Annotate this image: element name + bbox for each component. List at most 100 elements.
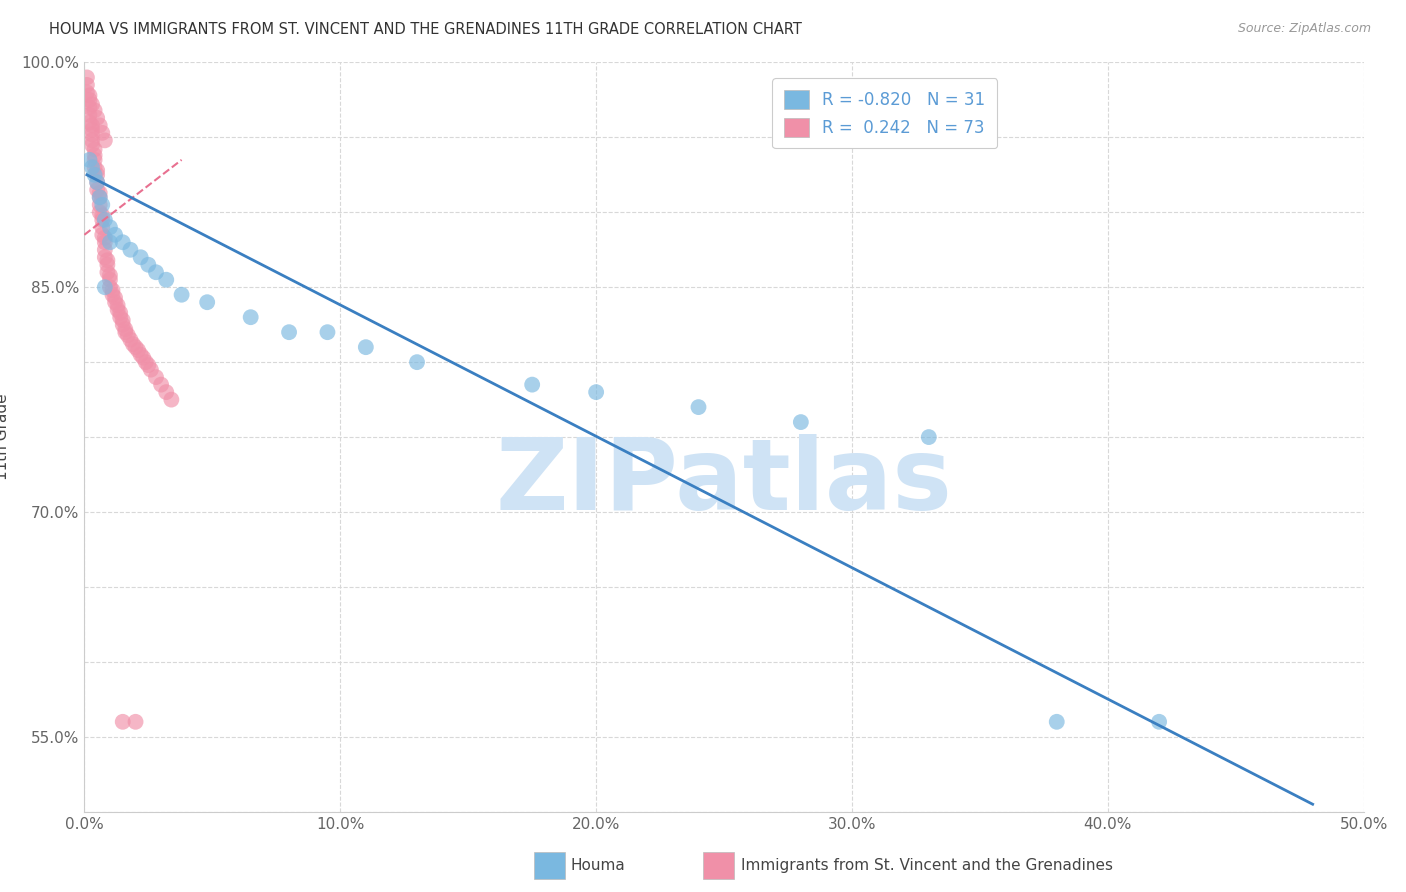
Point xyxy=(83,103,105,118)
Point xyxy=(108,310,131,325)
Point xyxy=(96,253,118,268)
Point xyxy=(155,385,177,400)
Point xyxy=(96,258,118,272)
Point xyxy=(96,265,118,279)
Point xyxy=(79,93,101,107)
Point xyxy=(94,212,117,227)
Point xyxy=(76,70,98,85)
Point xyxy=(94,235,117,250)
Point xyxy=(91,126,114,140)
Point xyxy=(79,108,101,122)
Point xyxy=(86,111,108,125)
Point xyxy=(94,250,117,264)
Point xyxy=(135,355,157,369)
Point xyxy=(89,186,111,200)
Point xyxy=(80,137,103,152)
Point xyxy=(1147,714,1170,729)
Y-axis label: 11th Grade: 11th Grade xyxy=(0,393,10,481)
Point xyxy=(79,153,101,167)
Point xyxy=(124,714,146,729)
Point xyxy=(145,370,167,384)
Point xyxy=(89,190,111,204)
Point xyxy=(89,119,111,133)
Point xyxy=(120,333,142,347)
Point xyxy=(79,100,101,114)
Point xyxy=(94,231,117,245)
Point xyxy=(91,220,114,235)
Text: Source: ZipAtlas.com: Source: ZipAtlas.com xyxy=(1237,22,1371,36)
Point xyxy=(239,310,262,325)
Point xyxy=(127,343,149,358)
Point xyxy=(79,88,101,103)
Point xyxy=(111,714,134,729)
Point xyxy=(83,153,105,167)
Point xyxy=(138,258,160,272)
Point xyxy=(688,400,710,414)
Point xyxy=(278,325,301,339)
Point xyxy=(98,280,121,294)
Point xyxy=(124,340,146,354)
Point xyxy=(80,119,103,133)
Point xyxy=(98,235,121,250)
Point xyxy=(108,306,131,320)
Point xyxy=(114,322,136,336)
Text: Immigrants from St. Vincent and the Grenadines: Immigrants from St. Vincent and the Gren… xyxy=(741,858,1114,872)
Point xyxy=(86,183,108,197)
Point xyxy=(155,273,177,287)
Point xyxy=(111,313,134,327)
Text: Houma: Houma xyxy=(571,858,626,872)
Point xyxy=(86,168,108,182)
Point xyxy=(406,355,429,369)
Point xyxy=(91,212,114,227)
Point xyxy=(104,295,127,310)
Point xyxy=(89,198,111,212)
Point xyxy=(86,175,108,189)
Point xyxy=(139,362,162,376)
Point xyxy=(89,190,111,204)
Point xyxy=(150,377,173,392)
Point xyxy=(83,161,105,175)
Point xyxy=(94,133,117,147)
Point xyxy=(94,243,117,257)
Point xyxy=(79,115,101,129)
Point xyxy=(98,268,121,283)
Point xyxy=(83,142,105,156)
Point xyxy=(86,163,108,178)
Point xyxy=(120,243,142,257)
Point xyxy=(76,86,98,100)
Point xyxy=(354,340,377,354)
Point xyxy=(86,175,108,189)
Point xyxy=(80,133,103,147)
Point xyxy=(91,198,114,212)
Point xyxy=(98,273,121,287)
Point xyxy=(107,302,129,317)
Point xyxy=(129,250,152,264)
Point xyxy=(132,351,155,365)
Point xyxy=(91,227,114,242)
Point xyxy=(101,287,124,301)
Point xyxy=(80,128,103,142)
Point xyxy=(91,208,114,222)
Point xyxy=(918,430,941,444)
Point xyxy=(104,291,127,305)
Point xyxy=(129,348,152,362)
Point xyxy=(316,325,339,339)
Point xyxy=(138,358,160,372)
Point xyxy=(170,287,193,301)
Point xyxy=(80,123,103,137)
Point xyxy=(104,227,127,242)
Point xyxy=(160,392,183,407)
Point xyxy=(89,205,111,219)
Point xyxy=(76,78,98,92)
Point xyxy=(111,318,134,332)
Point xyxy=(80,161,103,175)
Legend: R = -0.820   N = 31, R =  0.242   N = 73: R = -0.820 N = 31, R = 0.242 N = 73 xyxy=(772,78,997,148)
Point xyxy=(145,265,167,279)
Point xyxy=(117,328,139,343)
Point xyxy=(83,168,105,182)
Point xyxy=(114,325,136,339)
Text: HOUMA VS IMMIGRANTS FROM ST. VINCENT AND THE GRENADINES 11TH GRADE CORRELATION C: HOUMA VS IMMIGRANTS FROM ST. VINCENT AND… xyxy=(49,22,801,37)
Point xyxy=(195,295,218,310)
Point xyxy=(585,385,607,400)
Point xyxy=(107,298,129,312)
